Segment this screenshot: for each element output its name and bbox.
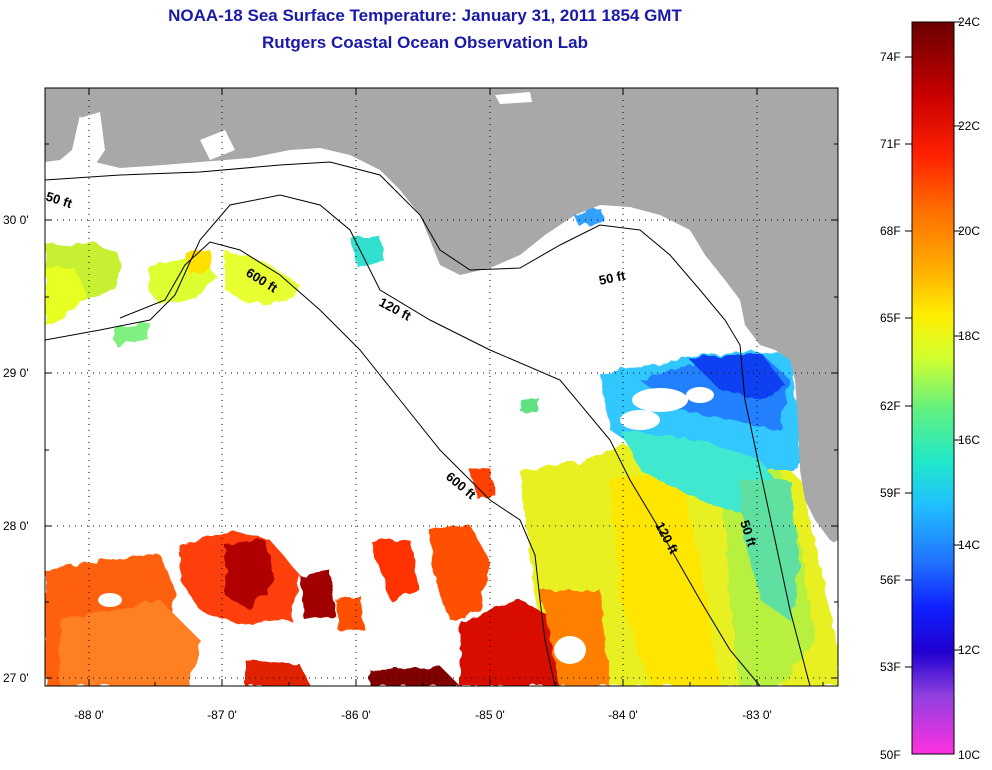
sst-patch (520, 398, 540, 413)
grid-lines (45, 88, 838, 686)
nodata-holes (98, 387, 714, 664)
bay (495, 92, 532, 104)
contour-120ft (45, 194, 761, 686)
colorbar-label-f: 62F (880, 399, 901, 413)
sst-patch (470, 468, 495, 500)
colorbar-ticks (905, 21, 961, 668)
bay (80, 112, 105, 165)
colorbar-label-f: 56F (880, 573, 901, 587)
colorbar-label-c: 14C (958, 538, 981, 552)
depth-contours (45, 161, 811, 686)
colorbar-label-f: 68F (880, 224, 901, 238)
sst-patch (245, 660, 310, 686)
plot-frame (44, 87, 839, 687)
lon-label: -83 0' (742, 708, 772, 722)
colorbar-label-c: 22C (958, 119, 981, 133)
colorbar-label-c: 18C (958, 329, 981, 343)
colorbar-label-f: 50F (880, 748, 901, 762)
sst-patch (370, 540, 420, 600)
contour-50ft (45, 161, 811, 686)
lat-label: 30 0' (3, 213, 29, 227)
colorbar-label-c: 10C (958, 748, 981, 762)
colorbar (911, 21, 955, 755)
colorbar-label-c: 24C (958, 15, 981, 29)
contour-600ft (119, 241, 556, 686)
sst-patch (225, 250, 300, 305)
lat-label: 28 0' (3, 519, 29, 533)
colorbar-label-f: 65F (880, 311, 901, 325)
sst-patch (430, 525, 490, 620)
axis-ticks (45, 88, 838, 686)
lon-label: -87 0' (207, 708, 237, 722)
colorbar-label-c: 12C (958, 643, 981, 657)
map-title: NOAA-18 Sea Surface Temperature: January… (168, 6, 682, 25)
sst-patch (300, 570, 335, 620)
bay (828, 540, 838, 560)
sst-patch (690, 352, 785, 400)
sst-patch (45, 268, 85, 325)
sst-patch (185, 250, 212, 275)
lat-label: 29 0' (3, 366, 29, 380)
sst-patch (370, 666, 460, 686)
colorbar-label-c: 16C (958, 433, 981, 447)
sst-patch (225, 540, 275, 610)
colorbar-label-f: 74F (880, 50, 901, 64)
sst-patch (112, 323, 150, 345)
contour-label: 50 ft (598, 268, 628, 288)
lat-label: 27 0' (3, 671, 29, 685)
sst-patch (335, 595, 365, 632)
land-mass (45, 88, 838, 545)
lon-label: -86 0' (341, 708, 371, 722)
sst-data-layer (45, 208, 838, 686)
colorbar-label-f: 71F (880, 137, 901, 151)
sst-patch (60, 600, 200, 686)
sst-patch (350, 236, 385, 268)
sst-patch (610, 470, 720, 686)
lon-label: -88 0' (74, 708, 104, 722)
colorbar-label-f: 53F (880, 660, 901, 674)
lon-label: -84 0' (608, 708, 638, 722)
colorbar-label-f: 59F (880, 486, 901, 500)
lon-label: -85 0' (475, 708, 505, 722)
bay (200, 130, 235, 160)
map-subtitle: Rutgers Coastal Ocean Observation Lab (262, 33, 588, 52)
colorbar-label-c: 20C (958, 224, 981, 238)
